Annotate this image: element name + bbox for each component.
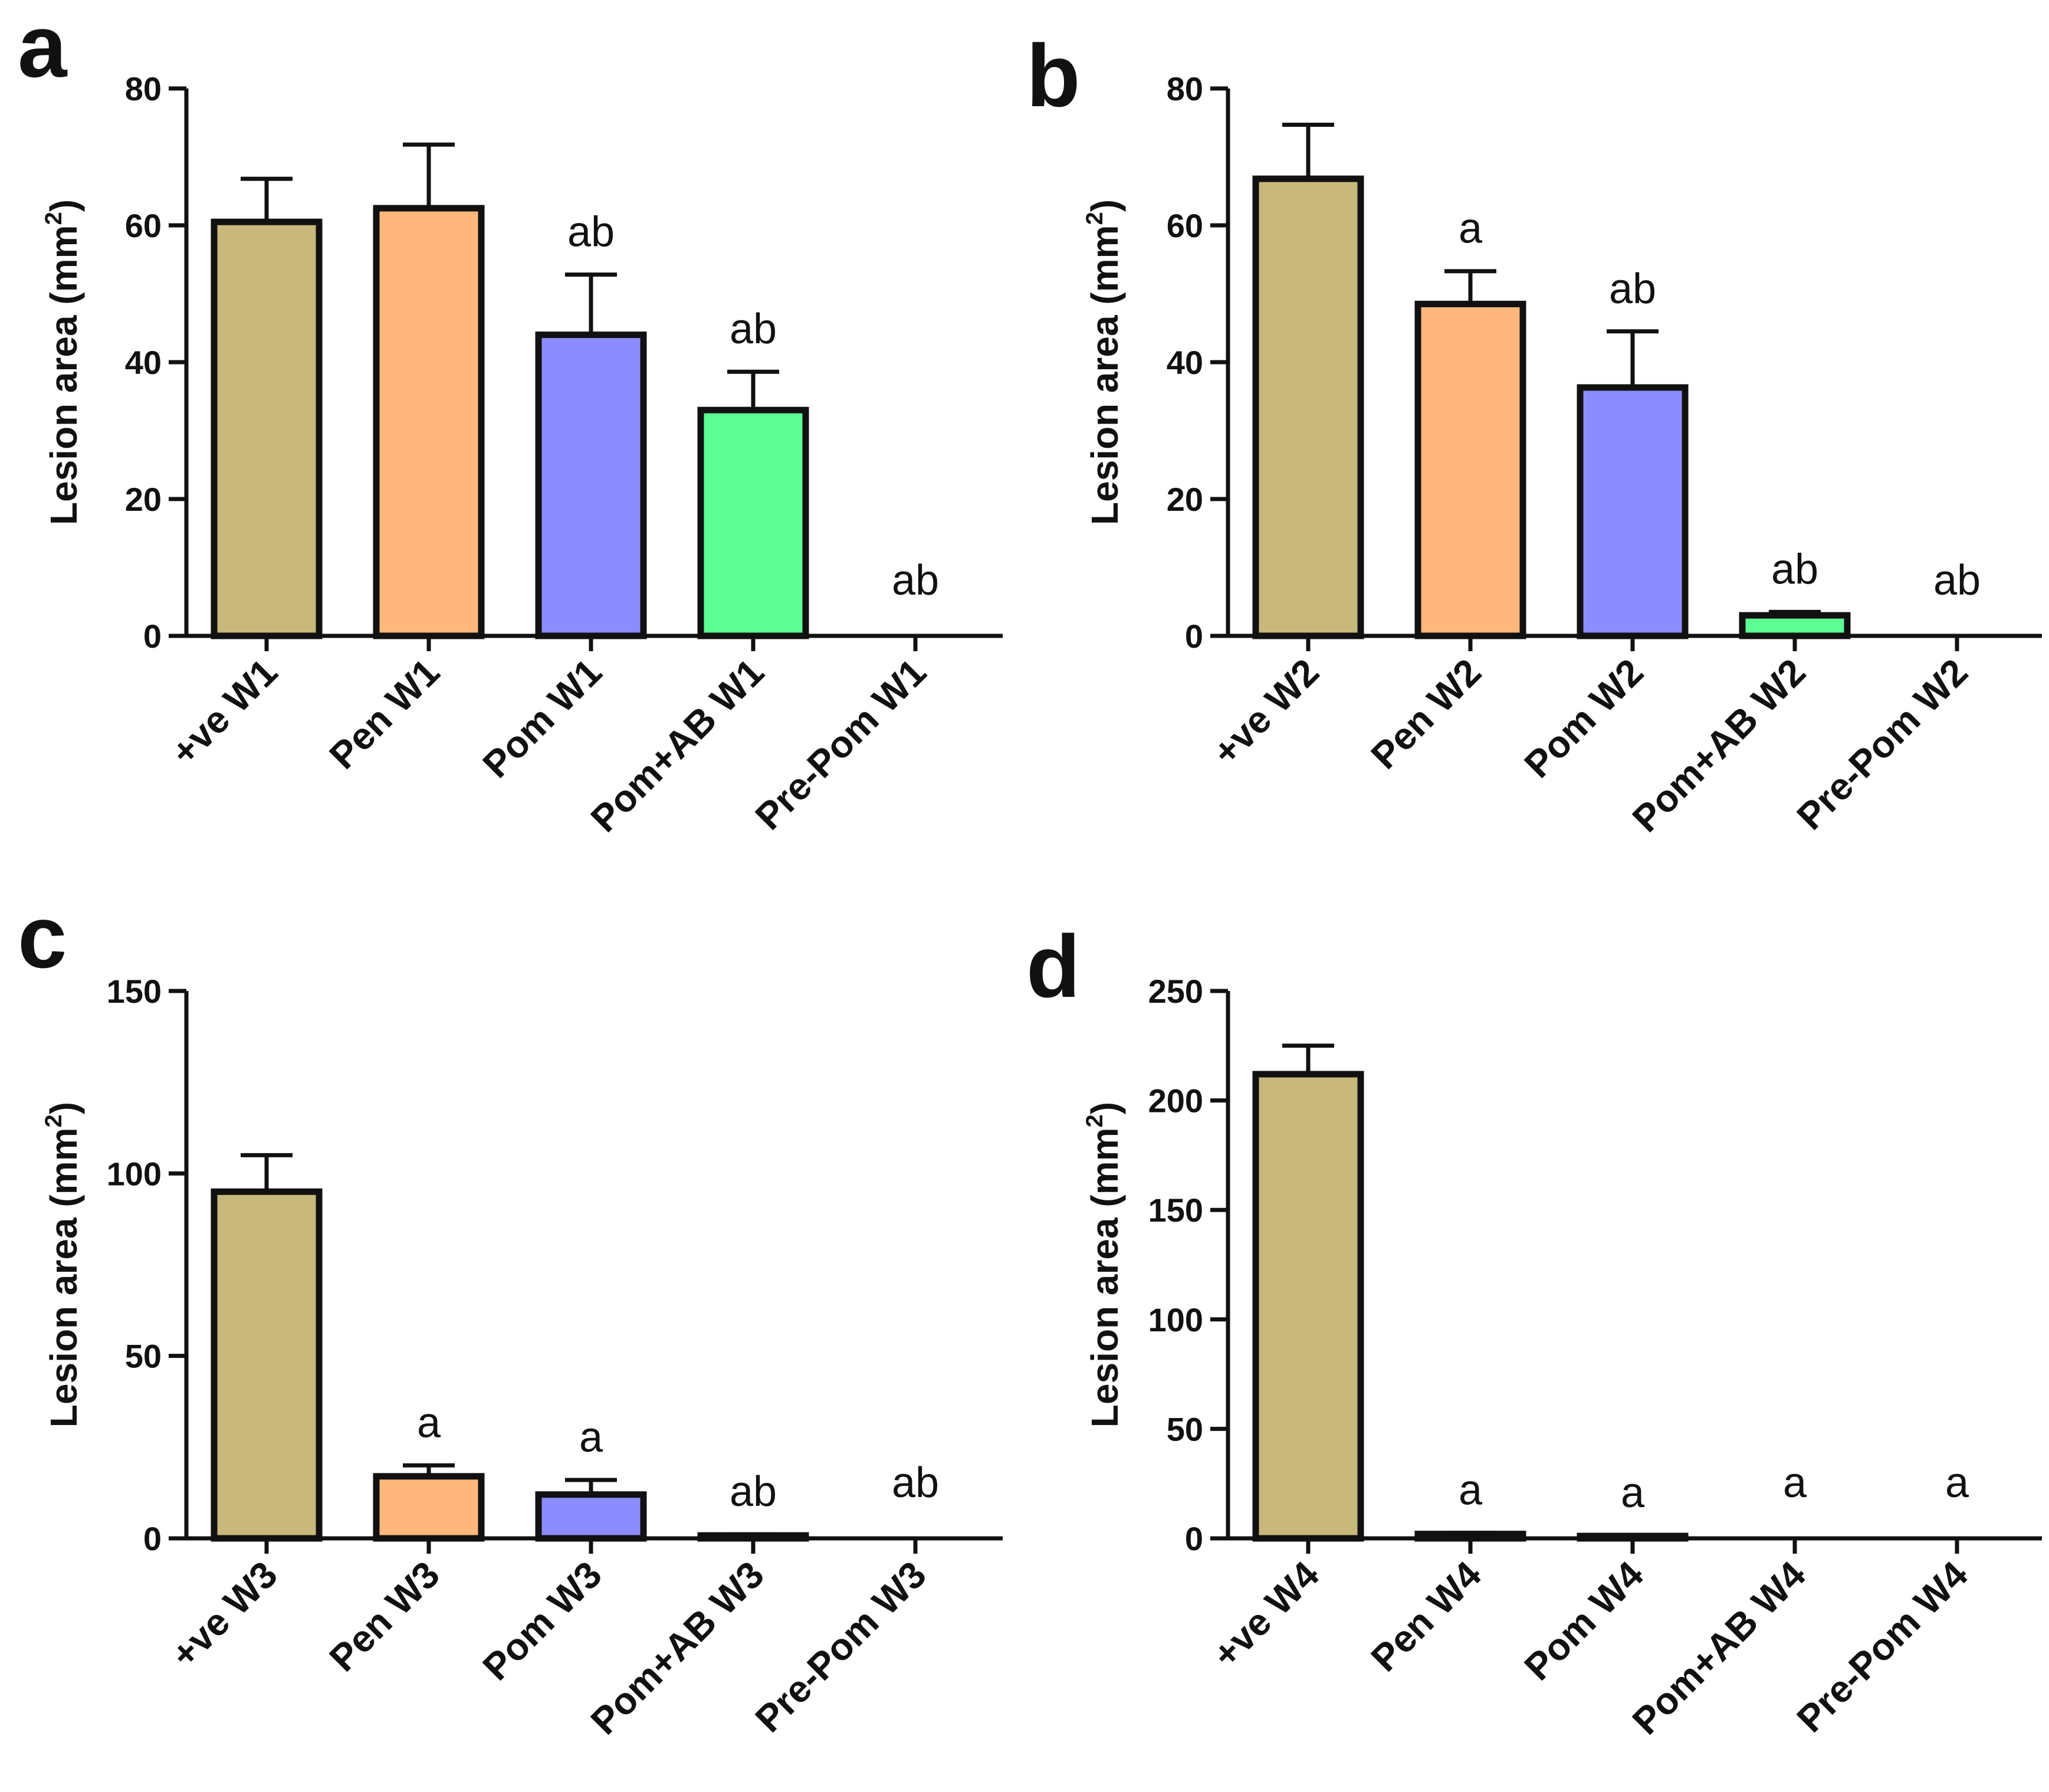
category-label: Pen W4: [1363, 1553, 1490, 1680]
panel-a: a 0 20 40 60 80 Lesion area (mm2) +ve W1 Pen W1 a…: [18, 0, 1003, 840]
significance-label: a: [579, 1414, 603, 1461]
y-tick-label: 80: [1167, 70, 1203, 107]
category-label: Pre-Pom W1: [747, 651, 934, 838]
y-tick-label: 100: [107, 1155, 162, 1192]
bar: [535, 1491, 647, 1542]
panel-letter: c: [18, 887, 67, 986]
y-tick-label: 0: [1185, 618, 1203, 655]
panel-letter: b: [1026, 26, 1081, 125]
y-tick-label: 40: [1167, 344, 1203, 381]
bar: [1252, 175, 1364, 639]
significance-label: ab: [730, 306, 777, 353]
panel-letter: d: [1026, 917, 1081, 1016]
category-label: Pom+AB W3: [583, 1553, 772, 1742]
category-label: Pom+AB W1: [583, 651, 772, 840]
category-label: Pom W1: [474, 651, 609, 786]
y-tick-label: 80: [125, 70, 162, 107]
y-tick-label: 50: [125, 1338, 162, 1375]
bar: [211, 1188, 323, 1542]
significance-label: a: [1945, 1459, 1969, 1507]
y-tick-label: 0: [1185, 1520, 1203, 1557]
significance-label: ab: [730, 1468, 777, 1515]
category-label: Pre-Pom W3: [747, 1553, 934, 1740]
significance-label: ab: [1609, 265, 1656, 313]
category-label: +ve W2: [1204, 651, 1327, 773]
panel-b: b 0 20 40 60 80 Lesion area (mm2) +ve W2 a Pen W2…: [1026, 26, 2042, 840]
y-tick-label: 0: [143, 618, 162, 655]
panel-letter: a: [18, 0, 68, 96]
y-axis-label: Lesion area (mm2): [41, 199, 85, 525]
bar: [1252, 1071, 1364, 1542]
y-tick-label: 150: [1148, 1192, 1203, 1229]
significance-label: a: [1621, 1469, 1645, 1517]
y-tick-label: 20: [125, 481, 162, 518]
bar: [697, 1532, 809, 1542]
y-tick-label: 150: [107, 973, 162, 1010]
significance-label: a: [417, 1399, 441, 1446]
category-label: Pen W1: [321, 651, 448, 777]
category-label: Pom W2: [1516, 651, 1651, 786]
bar: [1577, 384, 1689, 639]
category-label: Pre-Pom W4: [1788, 1553, 1976, 1741]
significance-label: ab: [1933, 557, 1981, 604]
category-label: Pen W2: [1363, 651, 1489, 777]
bar: [211, 218, 323, 639]
bar: [1739, 612, 1851, 639]
y-tick-label: 100: [1148, 1301, 1203, 1338]
category-label: Pom W4: [1516, 1553, 1651, 1689]
category-label: +ve W3: [163, 1553, 285, 1676]
bar: [373, 1473, 485, 1542]
panel-d: d 0 50 100 150 200 250 Lesion area (mm2) +ve W4 a…: [1026, 917, 2042, 1742]
panel-c: c 0 50 100 150 Lesion area (mm2) +ve W3 a Pen W3…: [18, 887, 1003, 1742]
category-label: +ve W4: [1204, 1553, 1327, 1676]
bar: [1414, 1531, 1526, 1542]
y-tick-label: 60: [1167, 207, 1203, 244]
y-tick-label: 50: [1167, 1410, 1203, 1448]
category-label: Pom+AB W2: [1624, 651, 1814, 840]
bar: [1577, 1532, 1689, 1542]
category-label: Pom W3: [474, 1553, 609, 1688]
y-axis-label: Lesion area (mm2): [41, 1102, 85, 1427]
y-axis-label: Lesion area (mm2): [1082, 1102, 1126, 1427]
bar: [535, 332, 647, 639]
y-tick-label: 20: [1167, 481, 1203, 518]
category-label: Pom+AB W4: [1624, 1553, 1814, 1743]
y-tick-label: 200: [1148, 1082, 1203, 1120]
significance-label: a: [1459, 205, 1483, 252]
bar: [1414, 300, 1526, 639]
y-tick-label: 0: [143, 1520, 162, 1557]
bar: [697, 406, 809, 639]
y-tick-label: 250: [1148, 973, 1203, 1010]
y-axis-label: Lesion area (mm2): [1082, 199, 1126, 525]
bar: [373, 205, 485, 639]
significance-label: ab: [567, 209, 615, 256]
y-tick-label: 60: [125, 207, 162, 244]
significance-label: a: [1459, 1467, 1483, 1514]
significance-label: ab: [892, 557, 939, 604]
significance-label: a: [1783, 1459, 1807, 1507]
y-tick-label: 40: [125, 344, 162, 381]
category-label: +ve W1: [163, 651, 285, 773]
category-label: Pre-Pom W2: [1788, 651, 1975, 838]
significance-label: ab: [892, 1459, 939, 1507]
category-label: Pen W3: [321, 1553, 448, 1679]
significance-label: ab: [1771, 546, 1818, 593]
